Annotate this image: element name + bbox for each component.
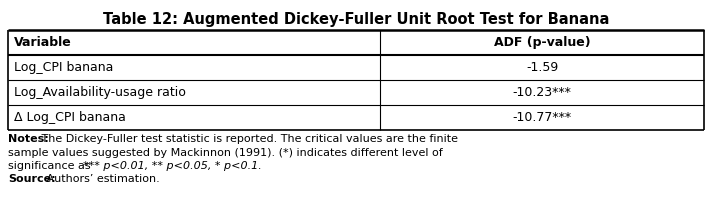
Text: -10.77***: -10.77***: [513, 111, 572, 124]
Text: -10.23***: -10.23***: [513, 86, 572, 99]
Text: Source:: Source:: [8, 174, 56, 184]
Text: Log_CPI banana: Log_CPI banana: [14, 61, 113, 74]
Text: *** p<0.01, ** p<0.05, * p<0.1.: *** p<0.01, ** p<0.05, * p<0.1.: [83, 161, 262, 171]
Text: Δ Log_CPI banana: Δ Log_CPI banana: [14, 111, 126, 124]
Text: sample values suggested by Mackinnon (1991). (*) indicates different level of: sample values suggested by Mackinnon (19…: [8, 148, 443, 158]
Text: Log_Availability-usage ratio: Log_Availability-usage ratio: [14, 86, 186, 99]
Text: Authors’ estimation.: Authors’ estimation.: [43, 174, 159, 184]
Text: ADF (p-value): ADF (p-value): [494, 36, 590, 49]
Text: Variable: Variable: [14, 36, 72, 49]
Text: significance as: significance as: [8, 161, 94, 171]
Text: Table 12: Augmented Dickey-Fuller Unit Root Test for Banana: Table 12: Augmented Dickey-Fuller Unit R…: [103, 12, 609, 27]
Text: The Dickey-Fuller test statistic is reported. The critical values are the finite: The Dickey-Fuller test statistic is repo…: [38, 134, 458, 144]
Text: -1.59: -1.59: [526, 61, 558, 74]
Text: Notes:: Notes:: [8, 134, 48, 144]
